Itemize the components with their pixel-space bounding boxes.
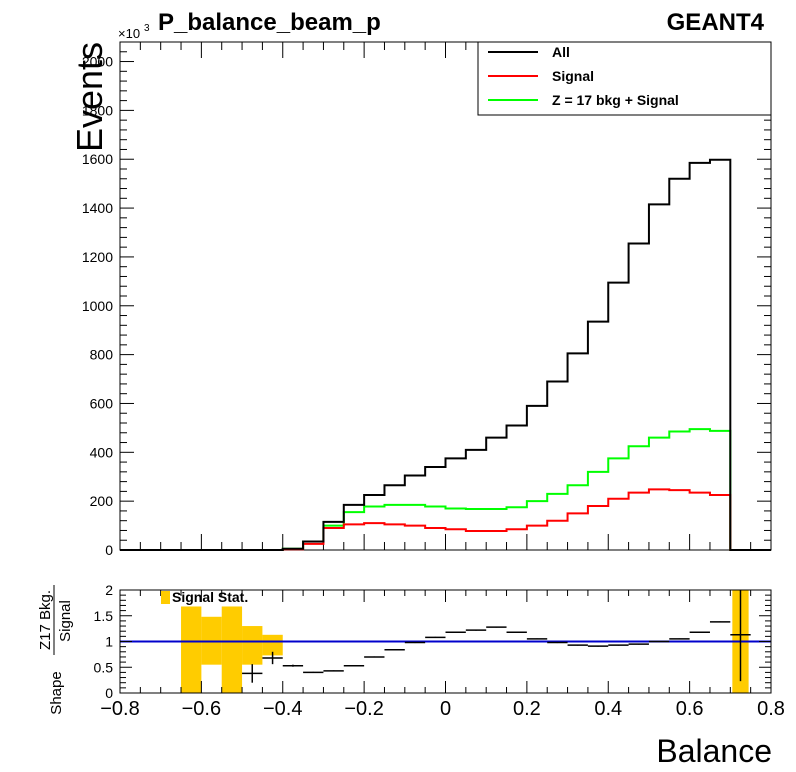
ratio-ylabel-prefix: Shape <box>48 671 65 714</box>
ratio-axis-ticks: 0 0.5 1 1.5 2 −0.8 −0.6 −0.4 −0.2 0 0.2 0.4 0.6 0.8 <box>94 582 785 720</box>
y-multiplier: ×10 <box>118 26 140 41</box>
plot-title: P_balance_beam_p <box>158 9 381 36</box>
y-tick-label: 1800 <box>82 102 113 118</box>
ratio-y-tick-label: 0 <box>105 685 113 701</box>
x-tick-label: −0.6 <box>182 698 221 720</box>
y-multiplier-exponent: 3 <box>144 23 150 34</box>
histogram-line-all <box>120 158 771 551</box>
ratio-y-tick-label: 2 <box>105 582 113 598</box>
y-tick-label: 1600 <box>82 151 113 167</box>
y-tick-label: 1200 <box>82 249 113 265</box>
band-legend-label: Signal Stat. <box>172 589 248 605</box>
x-tick-label: −0.4 <box>263 698 302 720</box>
y-tick-label: 600 <box>90 395 114 411</box>
x-tick-label: 0 <box>440 698 451 720</box>
ratio-y-tick-label: 1 <box>105 634 113 650</box>
y-tick-label: 200 <box>90 493 114 509</box>
y-axis-label: Events <box>69 42 110 152</box>
x-axis-label: Balance <box>656 733 772 769</box>
stat-band-bin <box>221 606 243 693</box>
main-axis-ticks: 0 200 400 600 800 1000 1200 1400 1600 1800 2000 <box>82 41 772 558</box>
stat-band-bin <box>181 606 202 693</box>
x-tick-label: 0.6 <box>676 698 704 720</box>
y-tick-label: 400 <box>90 444 114 460</box>
ratio-ylabel-denominator: Signal <box>57 600 74 642</box>
y-tick-label: 1400 <box>82 200 113 216</box>
legend-label-z17: Z = 17 bkg + Signal <box>552 92 679 108</box>
ratio-points <box>242 590 751 683</box>
y-tick-label: 800 <box>90 347 114 363</box>
main-plot-frame <box>119 41 772 551</box>
main-histograms <box>120 158 771 551</box>
y-tick-label: 1000 <box>82 298 113 314</box>
legend-label-all: All <box>552 44 570 60</box>
ratio-y-tick-label: 0.5 <box>94 659 114 675</box>
generator-label: GEANT4 <box>667 9 765 36</box>
x-tick-label: −0.2 <box>344 698 383 720</box>
y-tick-label: 0 <box>105 542 113 558</box>
stat-band-bin <box>262 634 283 656</box>
x-tick-label: −0.8 <box>100 698 139 720</box>
x-tick-label: 0.8 <box>757 698 785 720</box>
x-tick-label: 0.4 <box>594 698 622 720</box>
legend-box <box>477 41 772 116</box>
band-legend-swatch <box>161 591 170 604</box>
ratio-y-tick-label: 1.5 <box>94 608 114 624</box>
ratio-ylabel-numerator: Z17 Bkg. <box>37 590 54 650</box>
stat-band-bin <box>242 626 263 665</box>
legend: All Signal Z = 17 bkg + Signal <box>477 41 772 116</box>
x-tick-label: 0.2 <box>513 698 541 720</box>
legend-label-signal: Signal <box>552 68 594 84</box>
y-tick-label: 2000 <box>82 54 113 70</box>
